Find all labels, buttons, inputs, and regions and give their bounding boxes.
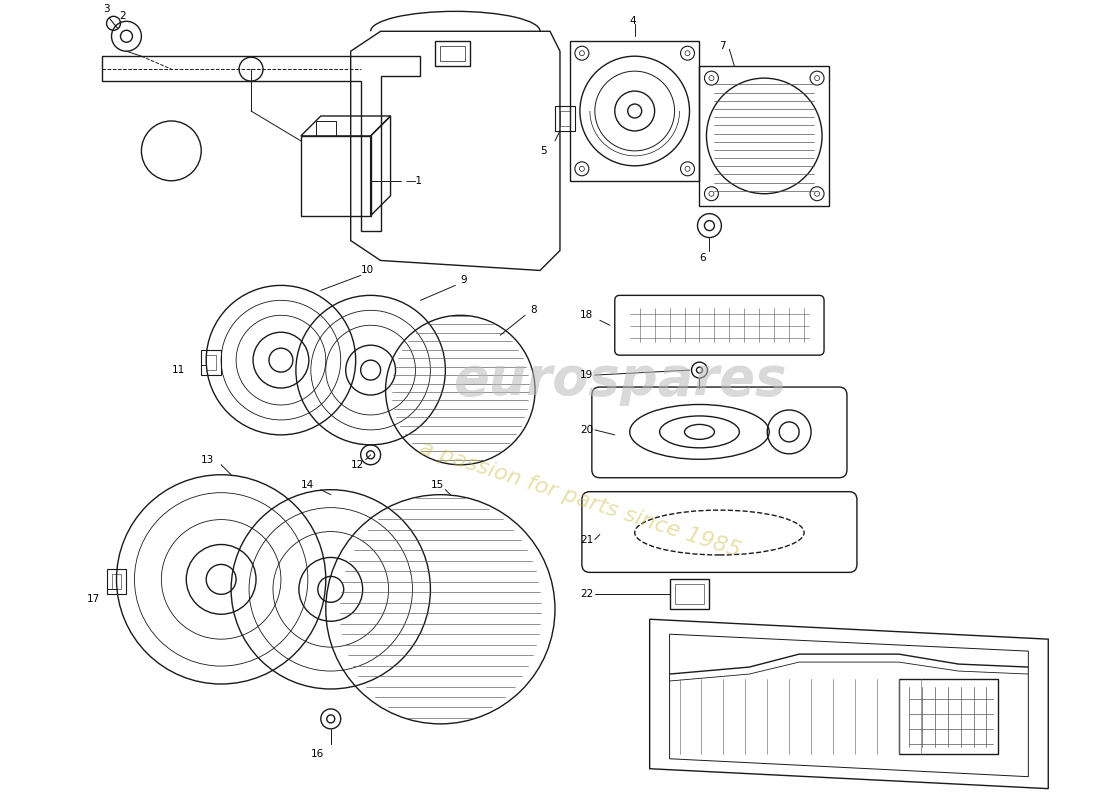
Text: 8: 8 [530,306,537,315]
Bar [700,66,829,206]
Bar [436,42,471,66]
Text: 16: 16 [311,749,324,758]
Bar [674,584,704,604]
Bar [206,355,217,370]
Bar [201,350,221,375]
Text: 20: 20 [580,425,593,435]
Text: 6: 6 [700,254,706,263]
Text: 18: 18 [580,310,593,320]
Bar [556,106,575,131]
Bar [440,46,465,61]
Bar [560,111,570,126]
Text: 5: 5 [540,146,547,156]
Bar [111,574,121,590]
Bar [899,679,999,754]
Text: 4: 4 [629,16,636,26]
Text: 9: 9 [460,275,466,286]
Text: 22: 22 [580,590,593,599]
Text: 10: 10 [361,266,374,275]
Text: 11: 11 [172,365,185,375]
Text: 17: 17 [87,594,100,604]
Text: 21: 21 [580,534,593,545]
Text: 2: 2 [120,11,127,22]
Text: 13: 13 [201,454,214,465]
Text: a passion for parts since 1985: a passion for parts since 1985 [417,438,742,561]
Bar [301,136,371,216]
Text: 14: 14 [301,480,315,490]
Bar [570,42,700,181]
Text: 3: 3 [103,4,110,14]
Text: 19: 19 [580,370,593,380]
Bar [316,121,336,136]
Text: 12: 12 [351,460,364,470]
Text: eurospares: eurospares [453,354,786,406]
Text: —1: —1 [406,176,422,186]
Text: 7: 7 [719,42,726,51]
Bar [107,570,126,594]
Text: 15: 15 [430,480,443,490]
Bar [670,579,710,610]
